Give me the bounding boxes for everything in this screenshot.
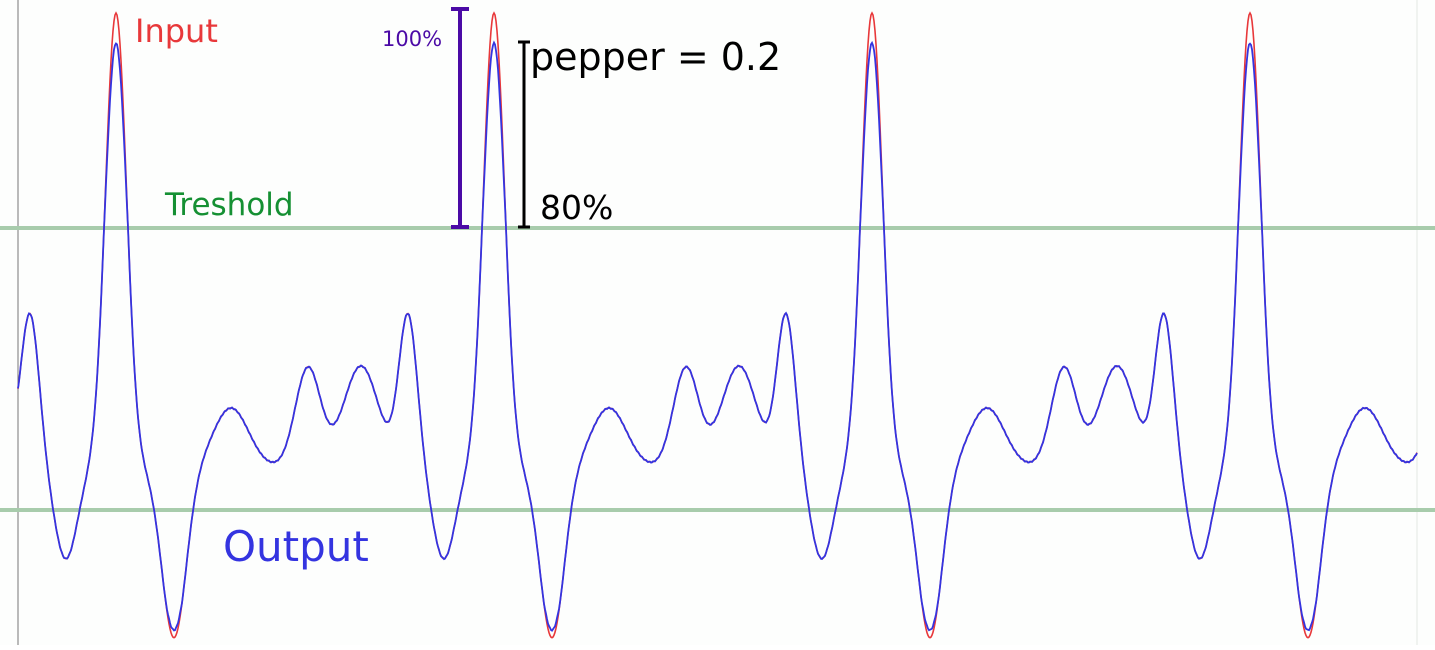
full-scale-label: 100% bbox=[382, 27, 442, 51]
output-label: Output bbox=[223, 522, 369, 571]
full-scale-bracket bbox=[451, 7, 469, 229]
output-signal-trace bbox=[17, 40, 1418, 632]
pepper-value-label: pepper = 0.2 bbox=[530, 35, 781, 79]
threshold-label: Treshold bbox=[164, 187, 294, 223]
input-label: Input bbox=[135, 12, 218, 50]
threshold-level-label: 80% bbox=[540, 188, 613, 227]
threshold-level-bracket bbox=[518, 40, 530, 229]
